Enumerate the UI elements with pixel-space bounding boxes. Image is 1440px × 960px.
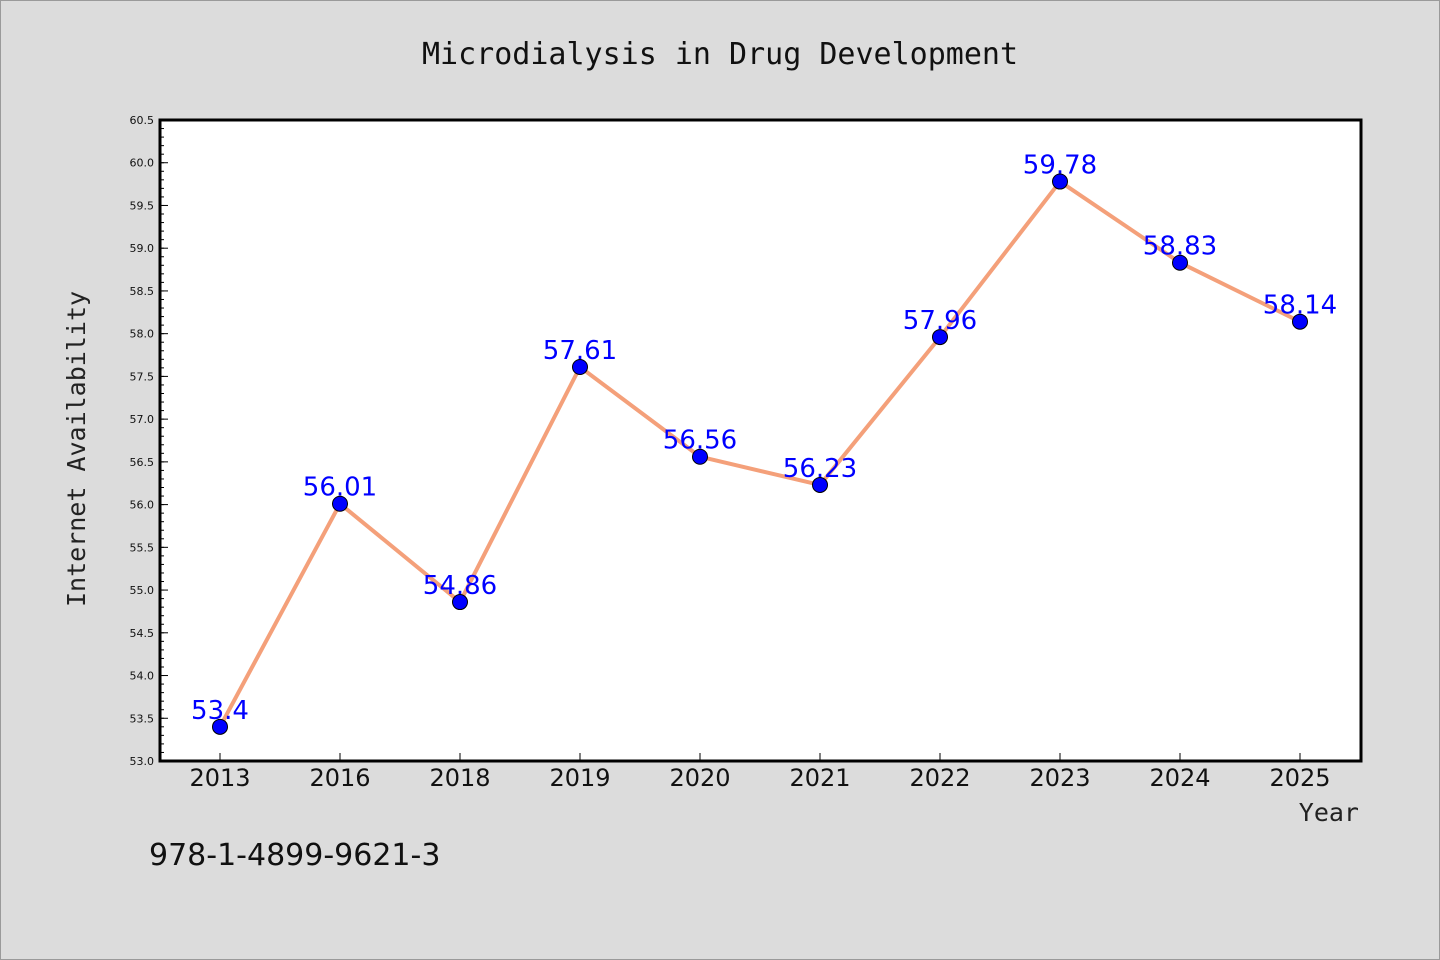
data-label: 53.4 bbox=[191, 696, 249, 726]
x-tick-label: 2025 bbox=[1269, 764, 1330, 792]
x-tick-label: 2020 bbox=[669, 764, 730, 792]
series-markers bbox=[212, 173, 1308, 735]
x-axis-ticks: 2013 2016 2018 2019 2020 2021 2022 2023 2024 2025 bbox=[189, 753, 1331, 792]
data-label: 56.23 bbox=[783, 454, 857, 484]
x-tick-label: 2019 bbox=[549, 764, 610, 792]
data-point bbox=[1172, 254, 1188, 271]
chart-title: Microdialysis in Drug Development bbox=[422, 37, 1018, 72]
y-tick-label: 56.5 bbox=[130, 456, 155, 469]
data-label: 59.78 bbox=[1023, 151, 1097, 181]
series-line bbox=[218, 179, 1301, 728]
x-tick-label: 2023 bbox=[1029, 764, 1090, 792]
data-label: 57.61 bbox=[543, 336, 617, 366]
data-label: 56.56 bbox=[663, 426, 737, 456]
y-tick-label: 60.0 bbox=[130, 157, 155, 170]
data-label: 56.01 bbox=[303, 473, 377, 503]
footer-isbn: 978-1-4899-9621-3 bbox=[149, 838, 440, 873]
data-point bbox=[1292, 313, 1308, 330]
data-label: 58.83 bbox=[1143, 232, 1217, 262]
x-tick-label: 2021 bbox=[789, 764, 850, 792]
y-tick-label: 58.5 bbox=[130, 285, 155, 298]
y-tick-label: 54.0 bbox=[130, 670, 155, 683]
y-axis-ticks: 53.0 53.5 54.0 54.5 55.0 55.5 56.0 56.5 57.0 57.5… bbox=[130, 114, 168, 768]
x-tick-label: 2024 bbox=[1149, 764, 1210, 792]
data-label: 54.86 bbox=[423, 571, 497, 601]
x-tick-label: 2018 bbox=[429, 764, 490, 792]
y-tick-label: 59.0 bbox=[130, 242, 155, 255]
y-tick-label: 58.0 bbox=[130, 328, 155, 341]
data-point bbox=[812, 476, 828, 493]
x-tick-label: 2016 bbox=[309, 764, 370, 792]
x-axis-label: Year bbox=[1299, 798, 1359, 827]
data-point bbox=[332, 495, 348, 512]
y-tick-label: 57.5 bbox=[130, 370, 155, 383]
data-labels: 53.4 56.01 54.86 57.61 56.56 56.23 57.96 59.78 5… bbox=[191, 151, 1337, 726]
y-axis-label: Internet Availability bbox=[62, 291, 91, 607]
y-tick-label: 56.0 bbox=[130, 499, 155, 512]
data-point bbox=[932, 329, 948, 346]
data-point bbox=[1052, 173, 1068, 190]
data-label: 57.96 bbox=[903, 306, 977, 336]
y-tick-label: 55.5 bbox=[130, 541, 155, 554]
data-point bbox=[212, 718, 228, 735]
data-point bbox=[572, 358, 588, 375]
y-tick-label: 59.5 bbox=[130, 199, 155, 212]
y-tick-label: 57.0 bbox=[130, 413, 155, 426]
plot-area bbox=[158, 118, 1363, 763]
x-tick-label: 2013 bbox=[189, 764, 250, 792]
data-point bbox=[452, 594, 468, 611]
x-tick-label: 2022 bbox=[909, 764, 970, 792]
y-tick-label: 60.5 bbox=[130, 114, 155, 127]
data-point bbox=[692, 448, 708, 465]
y-tick-label: 53.5 bbox=[130, 712, 155, 725]
data-label: 58.14 bbox=[1263, 291, 1337, 321]
y-tick-label: 55.0 bbox=[130, 584, 155, 597]
y-tick-label: 53.0 bbox=[130, 755, 155, 768]
y-tick-label: 54.5 bbox=[130, 627, 155, 640]
